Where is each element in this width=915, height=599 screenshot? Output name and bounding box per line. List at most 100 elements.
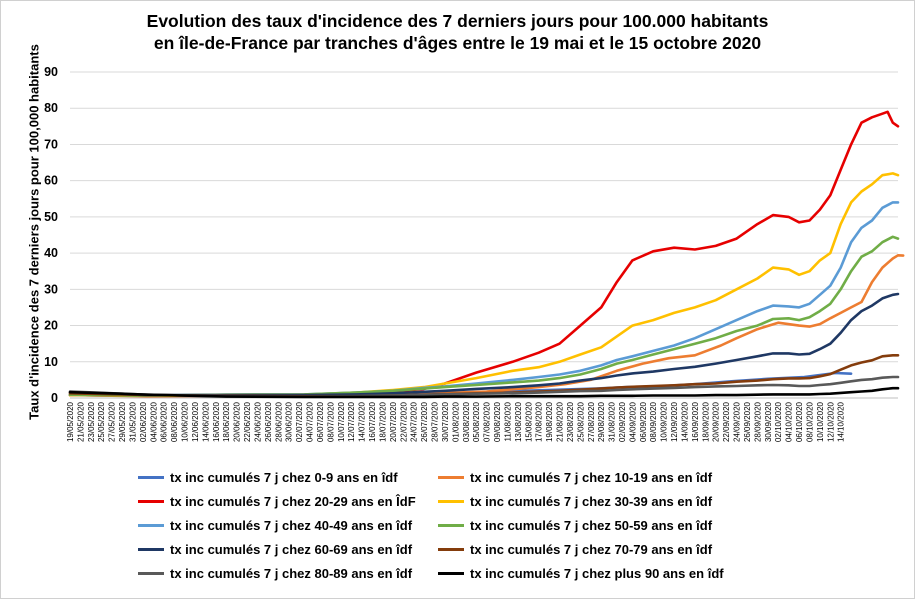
series-line-6 — [68, 292, 900, 397]
legend-swatch — [438, 500, 464, 503]
legend-label: tx inc cumulés 7 j chez 40-49 ans en îdf — [170, 518, 413, 533]
legend-swatch — [138, 500, 164, 503]
chart-title-line-2: en île-de-France par tranches d'âges ent… — [153, 33, 762, 53]
y-tick-label: 10 — [44, 355, 58, 369]
legend-item: tx inc cumulés 7 j chez 20-29 ans en ÎdF — [138, 494, 416, 509]
y-tick-label: 70 — [44, 137, 58, 151]
x-tick-label: 01/08/2020 — [451, 401, 460, 442]
x-tick-label: 12/06/2020 — [191, 401, 200, 442]
x-tick-label: 06/10/2020 — [795, 401, 804, 442]
y-tick-label: 90 — [44, 65, 58, 79]
x-tick-label: 22/09/2020 — [722, 401, 731, 442]
x-tick-label: 31/08/2020 — [608, 401, 617, 442]
x-tick-label: 23/08/2020 — [566, 401, 575, 442]
legend-label: tx inc cumulés 7 j chez 60-69 ans en îdf — [170, 542, 413, 557]
legend-swatch — [138, 476, 164, 479]
y-tick-label: 60 — [44, 174, 58, 188]
y-axis-ticks: 0 10 20 30 40 50 60 70 80 90 — [44, 65, 58, 405]
legend-item: tx inc cumulés 7 j chez plus 90 ans en î… — [438, 566, 724, 581]
x-tick-label: 15/08/2020 — [524, 401, 533, 442]
x-tick-label: 16/09/2020 — [691, 401, 700, 442]
x-tick-label: 13/08/2020 — [514, 401, 523, 442]
y-tick-label: 30 — [44, 282, 58, 296]
legend-label: tx inc cumulés 7 j chez 20-29 ans en ÎdF — [170, 494, 416, 509]
y-tick-label: 40 — [44, 246, 58, 260]
x-tick-label: 18/09/2020 — [701, 401, 710, 442]
legend-label: tx inc cumulés 7 j chez 50-59 ans en îdf — [470, 518, 713, 533]
legend-label: tx inc cumulés 7 j chez 0-9 ans en îdf — [170, 470, 398, 485]
y-tick-label: 80 — [44, 101, 58, 115]
x-tick-label: 23/05/2020 — [87, 401, 96, 442]
legend-item: tx inc cumulés 7 j chez 70-79 ans en îdf — [438, 542, 712, 557]
series-line-3 — [68, 172, 900, 398]
x-tick-label: 24/09/2020 — [733, 401, 742, 442]
legend-swatch — [138, 572, 164, 575]
y-tick-label: 0 — [51, 391, 58, 405]
x-tick-label: 02/10/2020 — [774, 401, 783, 442]
series-line-4 — [68, 201, 900, 397]
x-tick-label: 18/07/2020 — [378, 401, 387, 442]
x-tick-label: 02/06/2020 — [139, 401, 148, 442]
legend-swatch — [138, 548, 164, 551]
x-tick-label: 26/09/2020 — [743, 401, 752, 442]
x-tick-label: 06/09/2020 — [639, 401, 648, 442]
legend-label: tx inc cumulés 7 j chez 30-39 ans en îdf — [470, 494, 713, 509]
x-tick-label: 05/08/2020 — [472, 401, 481, 442]
x-tick-label: 21/05/2020 — [76, 401, 85, 442]
x-tick-label: 25/05/2020 — [97, 401, 106, 442]
x-tick-label: 11/08/2020 — [503, 401, 512, 441]
legend-swatch — [438, 572, 464, 575]
legend-item: tx inc cumulés 7 j chez 80-89 ans en îdf — [138, 566, 412, 581]
legend-item: tx inc cumulés 7 j chez 30-39 ans en îdf — [438, 494, 712, 509]
x-tick-label: 30/09/2020 — [764, 401, 773, 442]
x-tick-label: 28/07/2020 — [431, 401, 440, 442]
x-tick-label: 08/09/2020 — [649, 401, 658, 442]
x-tick-label: 02/07/2020 — [295, 401, 304, 442]
x-tick-label: 21/08/2020 — [556, 401, 565, 442]
series-lines — [68, 110, 905, 399]
x-tick-label: 03/08/2020 — [462, 401, 471, 442]
x-tick-label: 10/09/2020 — [660, 401, 669, 442]
chart-title-line-1: Evolution des taux d'incidence des 7 der… — [146, 11, 769, 31]
x-tick-label: 16/06/2020 — [212, 401, 221, 442]
legend-item: tx inc cumulés 7 j chez 40-49 ans en îdf — [138, 518, 412, 533]
y-tick-label: 50 — [44, 210, 58, 224]
legend-swatch — [438, 548, 464, 551]
x-tick-label: 04/09/2020 — [628, 401, 637, 442]
legend-swatch — [138, 524, 164, 527]
x-tick-label: 29/08/2020 — [597, 401, 606, 442]
x-tick-label: 20/07/2020 — [389, 401, 398, 442]
x-tick-label: 29/05/2020 — [118, 401, 127, 442]
series-line-5 — [68, 235, 900, 397]
chart-title: Evolution des taux d'incidence des 7 der… — [0, 10, 915, 54]
gridlines — [70, 71, 898, 399]
x-tick-label: 08/07/2020 — [326, 401, 335, 442]
x-tick-label: 18/06/2020 — [222, 401, 231, 442]
x-tick-label: 25/08/2020 — [576, 401, 585, 442]
x-tick-label: 04/07/2020 — [306, 401, 315, 442]
x-tick-label: 26/06/2020 — [264, 401, 273, 442]
x-tick-label: 08/06/2020 — [170, 401, 179, 442]
legend-item: tx inc cumulés 7 j chez 50-59 ans en îdf — [438, 518, 712, 533]
x-tick-label: 12/07/2020 — [347, 401, 356, 442]
x-tick-label: 10/10/2020 — [816, 401, 825, 442]
legend-item: tx inc cumulés 7 j chez 60-69 ans en îdf — [138, 542, 412, 557]
x-tick-label: 24/06/2020 — [253, 401, 262, 442]
x-tick-label: 27/08/2020 — [587, 401, 596, 442]
x-tick-label: 10/07/2020 — [337, 401, 346, 442]
legend-label: tx inc cumulés 7 j chez 10-19 ans en îdf — [470, 470, 713, 485]
legend-swatch — [438, 524, 464, 527]
x-tick-label: 06/07/2020 — [316, 401, 325, 442]
x-axis-ticks: 19/05/2020 21/05/2020 23/05/2020 25/05/2020… — [66, 401, 846, 442]
x-tick-label: 19/05/2020 — [66, 401, 75, 442]
x-tick-label: 28/09/2020 — [753, 401, 762, 442]
x-tick-label: 12/09/2020 — [670, 401, 679, 442]
x-tick-label: 04/10/2020 — [785, 401, 794, 442]
x-tick-label: 19/08/2020 — [545, 401, 554, 442]
legend-item: tx inc cumulés 7 j chez 0-9 ans en îdf — [138, 470, 398, 485]
x-tick-label: 12/10/2020 — [826, 401, 835, 442]
y-tick-label: 20 — [44, 319, 58, 333]
x-tick-label: 02/09/2020 — [618, 401, 627, 442]
x-tick-label: 22/06/2020 — [243, 401, 252, 442]
